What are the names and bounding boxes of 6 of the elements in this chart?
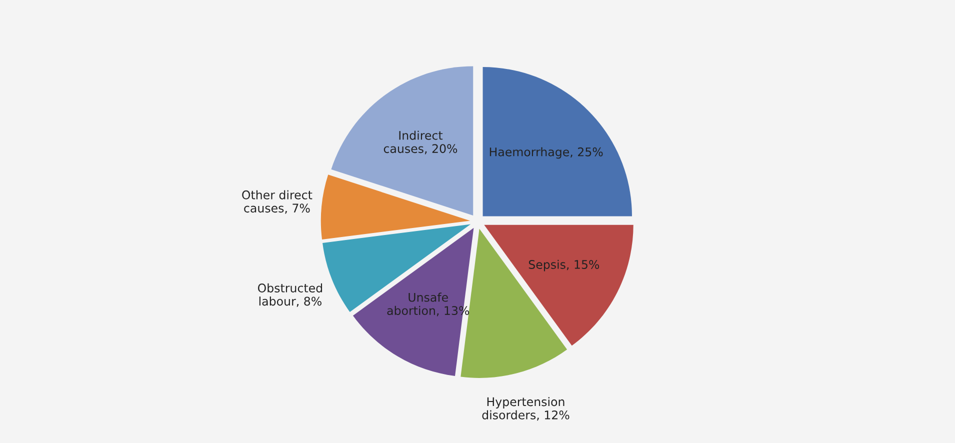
slice-label: Indirect causes, 20% [384,130,458,154]
slice-label: Obstructed labour, 8% [258,283,322,307]
slice-label: Hypertension disorders, 12% [482,397,570,421]
slice-label: Other direct causes, 7% [242,190,312,214]
slice-label: Sepsis, 15% [528,260,600,272]
slice-label: Haemorrhage, 25% [490,147,603,159]
